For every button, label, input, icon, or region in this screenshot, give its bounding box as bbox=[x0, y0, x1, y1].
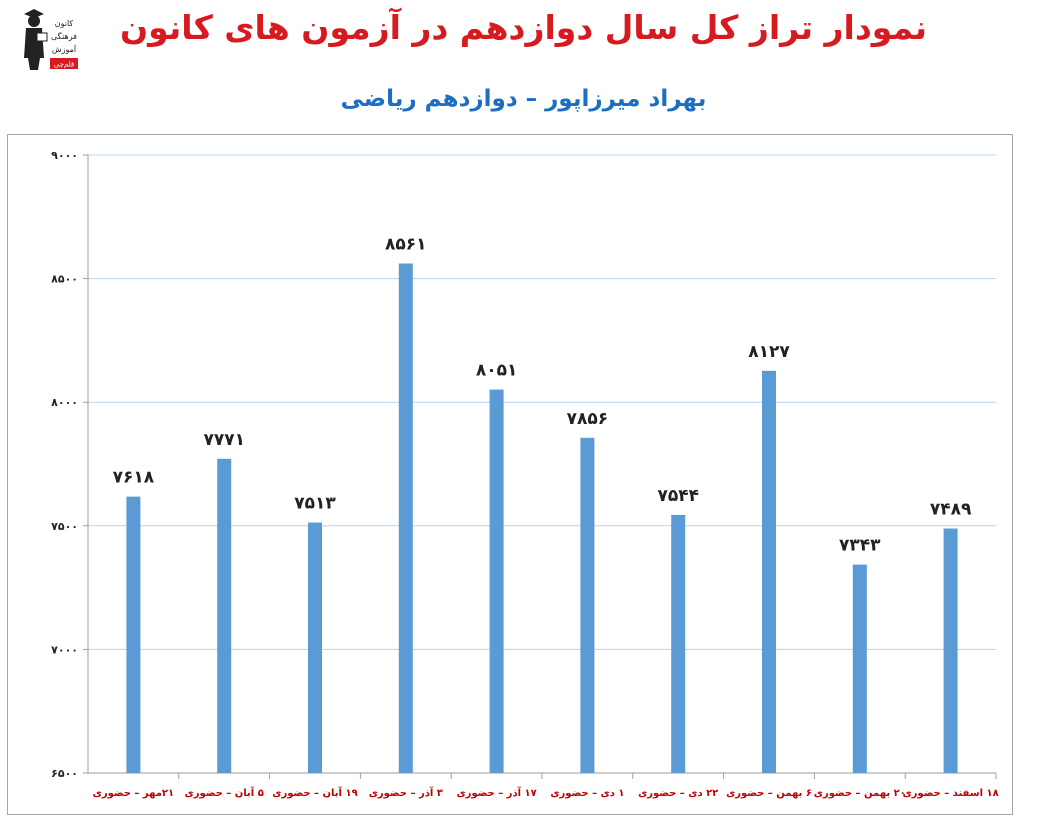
bar bbox=[308, 522, 322, 773]
y-tick-label: ۷۰۰۰ bbox=[51, 643, 78, 656]
x-tick-label: ۲۰ بهمن – حضوری bbox=[814, 788, 906, 799]
x-tick-label: ۵ آبان – حضوری bbox=[185, 786, 264, 799]
x-tick-label: ۲۲ دی – حضوری bbox=[638, 788, 718, 799]
x-tick-label: ۱۷ آذر – حضوری bbox=[456, 786, 536, 799]
bar bbox=[762, 370, 776, 773]
chart-title: نمودار تراز کل سال دوازدهم در آزمون های … bbox=[119, 8, 928, 47]
y-tick-label: ۷۵۰۰ bbox=[51, 520, 78, 533]
y-tick-label: ۶۵۰۰ bbox=[51, 767, 78, 780]
kanoon-logo-icon: کانون فرهنگی آموزش قلم‌چی bbox=[24, 9, 78, 70]
x-tick-label: ۱۸ اسفند – حضوری bbox=[902, 788, 998, 799]
bar-chart: ۶۵۰۰ ۷۰۰۰ ۷۵۰۰ ۸۰۰۰ ۸۵۰۰ ۹۰۰۰ ۷۶۱۸ ۲۱مهر – حضور… bbox=[51, 149, 999, 799]
data-label: ۸۰۵۱ bbox=[476, 361, 518, 381]
x-tick-label: ۱۹ آبان – حضوری bbox=[272, 786, 357, 799]
data-label: ۷۴۸۹ bbox=[930, 500, 972, 520]
data-label: ۷۵۴۴ bbox=[657, 486, 699, 506]
bar bbox=[943, 528, 958, 773]
data-label: ۷۵۱۳ bbox=[294, 494, 336, 514]
data-label: ۷۳۴۳ bbox=[839, 536, 881, 556]
x-tick-label: ۶ بهمن – حضوری bbox=[726, 788, 812, 799]
chart-area: ۶۵۰۰ ۷۰۰۰ ۷۵۰۰ ۸۰۰۰ ۸۵۰۰ ۹۰۰۰ ۷۶۱۸ ۲۱مهر – حضور… bbox=[7, 134, 1013, 815]
data-label: ۷۷۷۱ bbox=[203, 430, 245, 450]
bar bbox=[217, 458, 232, 773]
y-tick-label: ۹۰۰۰ bbox=[51, 149, 78, 162]
bar bbox=[489, 389, 504, 773]
logo-text-2: فرهنگی bbox=[51, 31, 77, 41]
data-label: ۷۶۱۸ bbox=[113, 468, 155, 488]
bar bbox=[398, 263, 413, 773]
bar bbox=[852, 564, 867, 773]
bar bbox=[671, 514, 686, 773]
y-tick-label: ۸۵۰۰ bbox=[51, 273, 78, 286]
y-tick-label: ۸۰۰۰ bbox=[51, 396, 78, 409]
x-tick-label: ۳ آذر – حضوری bbox=[369, 786, 443, 799]
logo-text-3: آموزش bbox=[52, 44, 77, 54]
data-label: ۸۱۲۷ bbox=[748, 342, 790, 362]
chart-subtitle: بهراد میرزاپور – دوازدهم ریاضی bbox=[340, 86, 707, 112]
logo-text-4: قلم‌چی bbox=[54, 61, 74, 69]
x-tick-label: ۱ دی – حضوری bbox=[550, 788, 624, 799]
bar bbox=[580, 437, 595, 773]
x-tick-label: ۲۱مهر – حضوری bbox=[93, 788, 174, 799]
data-label: ۸۵۶۱ bbox=[385, 235, 427, 255]
logo-text-1: کانون bbox=[55, 19, 74, 28]
data-label: ۷۸۵۶ bbox=[567, 409, 609, 429]
bar bbox=[126, 496, 141, 773]
